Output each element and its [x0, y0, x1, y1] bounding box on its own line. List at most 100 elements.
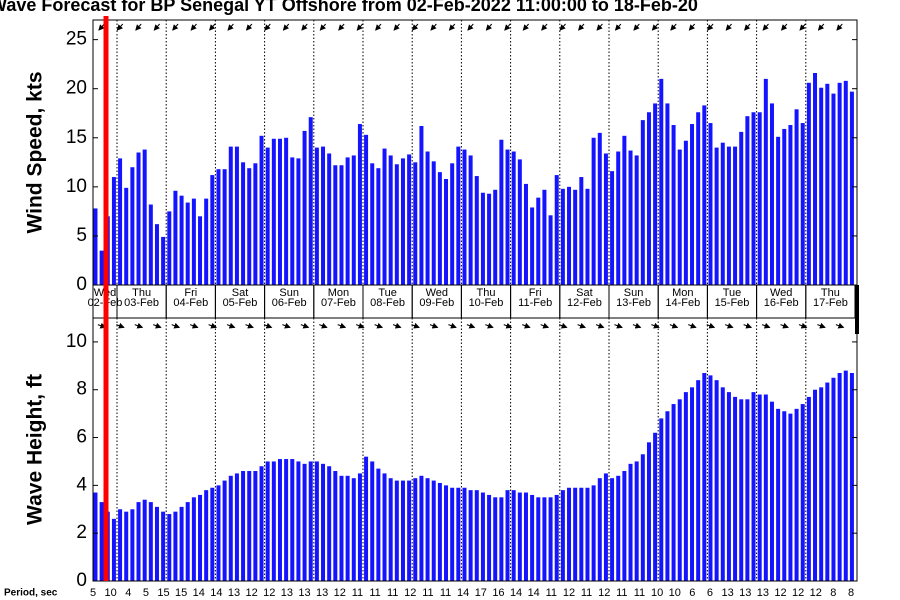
y-tick-label: 0 — [76, 274, 87, 295]
bar — [542, 189, 547, 285]
day-name: Wed — [426, 287, 448, 299]
period-label: Period, sec — [4, 588, 58, 599]
bar — [136, 152, 141, 285]
bar — [302, 130, 307, 285]
bar — [277, 459, 282, 581]
direction-arrow — [522, 23, 530, 31]
direction-arrow — [761, 322, 771, 329]
day-date: 07-Feb — [321, 297, 356, 309]
bar — [659, 78, 664, 285]
bar — [364, 134, 369, 285]
bar — [173, 190, 178, 285]
bar — [93, 492, 98, 581]
bar — [407, 480, 412, 581]
bar — [253, 471, 258, 581]
bar — [560, 490, 565, 581]
bar — [739, 131, 744, 285]
bar — [210, 175, 215, 285]
bar — [548, 215, 553, 285]
day-name: Sun — [279, 287, 299, 299]
bar — [714, 147, 719, 285]
day-date: 08-Feb — [370, 297, 405, 309]
period-value: 11 — [369, 587, 380, 599]
bar — [333, 471, 338, 581]
bar — [757, 112, 762, 285]
y-tick-label: 2 — [76, 522, 87, 543]
direction-arrow — [319, 23, 327, 31]
direction-arrow — [319, 322, 328, 329]
bar — [468, 155, 473, 285]
bar — [185, 502, 190, 581]
direction-arrow — [836, 23, 843, 31]
direction-arrow — [171, 322, 181, 329]
direction-arrow — [835, 322, 845, 329]
direction-arrow — [189, 322, 199, 329]
period-value: 12 — [334, 587, 346, 599]
bar — [591, 137, 596, 285]
day-name: Wed — [770, 287, 792, 299]
bar — [118, 509, 123, 581]
bar — [733, 146, 738, 285]
period-value: 11 — [387, 587, 398, 599]
day-date: 15-Feb — [715, 297, 750, 309]
bar — [321, 463, 326, 581]
bar — [173, 511, 178, 581]
direction-arrow — [135, 23, 142, 31]
bar — [776, 136, 781, 285]
bar — [148, 204, 153, 285]
direction-arrow — [595, 322, 605, 329]
day-date: 17-Feb — [813, 297, 848, 309]
direction-arrow — [651, 23, 659, 31]
period-value: 12 — [404, 587, 416, 599]
bar — [167, 514, 172, 581]
direction-arrow — [744, 23, 751, 31]
direction-arrow — [355, 322, 365, 329]
period-value: 14 — [528, 587, 540, 599]
bar — [499, 139, 504, 285]
bar — [247, 168, 252, 285]
bar — [523, 183, 528, 285]
bar — [468, 490, 473, 581]
bar — [843, 370, 848, 581]
bar — [665, 103, 670, 285]
bar — [259, 466, 264, 581]
bar — [210, 487, 215, 581]
period-value: 14 — [510, 587, 522, 599]
bar — [437, 482, 442, 581]
bar — [653, 432, 658, 581]
bar — [474, 490, 479, 581]
period-value: 12 — [246, 587, 258, 599]
bar — [142, 149, 147, 285]
direction-arrow — [670, 23, 677, 31]
period-value: 11 — [422, 587, 433, 599]
bar — [769, 103, 774, 285]
bar — [161, 236, 166, 285]
bar — [118, 158, 123, 285]
bar — [247, 471, 252, 581]
bar — [671, 125, 676, 285]
period-value: 8 — [848, 587, 854, 599]
period-value: 5 — [90, 587, 96, 599]
period-value: 12 — [774, 587, 786, 599]
day-name: Fri — [529, 287, 542, 299]
bar — [124, 511, 129, 581]
y-tick-label: 15 — [66, 127, 87, 148]
direction-arrow — [577, 322, 587, 329]
day-name: Fri — [184, 287, 197, 299]
direction-arrow — [706, 322, 716, 329]
bar — [357, 473, 362, 581]
bar — [462, 487, 467, 581]
bar — [708, 123, 713, 285]
bar — [456, 487, 461, 581]
period-value: 11 — [352, 587, 363, 599]
bar — [683, 392, 688, 581]
bar — [591, 485, 596, 581]
y-tick-label: 5 — [76, 225, 87, 246]
bar — [493, 189, 498, 285]
day-date: 03-Feb — [124, 297, 159, 309]
bar — [825, 83, 830, 285]
bar — [585, 188, 590, 285]
bar — [548, 497, 553, 581]
bar — [357, 124, 362, 285]
day-name: Sun — [624, 287, 644, 299]
